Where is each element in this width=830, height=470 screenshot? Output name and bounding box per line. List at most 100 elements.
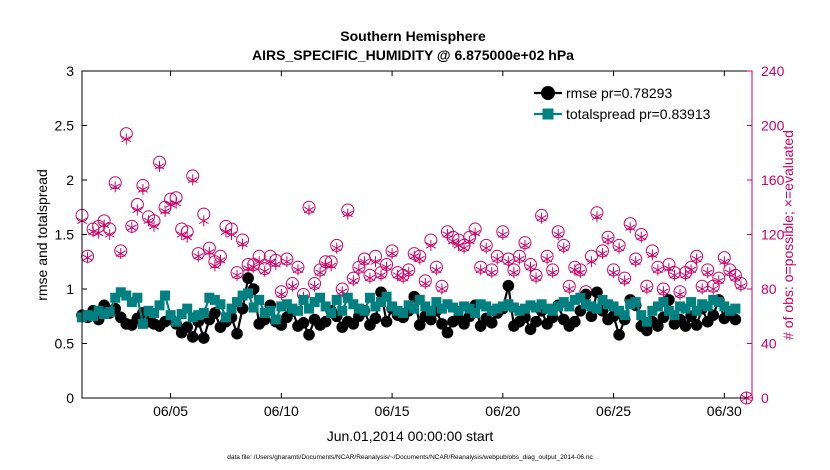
totalspread-point (187, 312, 198, 323)
evaluated-obs-stroke (597, 250, 608, 257)
totalspread-point (82, 310, 93, 321)
evaluated-obs-stroke (143, 217, 154, 225)
y-tick-label: 0 (66, 390, 74, 406)
evaluated-obs-point (359, 256, 370, 268)
evaluated-obs-point (93, 227, 104, 239)
totalspread-point (309, 297, 320, 308)
totalspread-point (497, 301, 508, 312)
evaluated-obs-point (331, 242, 342, 254)
evaluated-obs-point (193, 250, 204, 262)
y2-tick-label: 80 (761, 281, 777, 297)
totalspread-point (508, 302, 519, 313)
evaluated-obs-stroke (320, 261, 331, 268)
y-tick-label: 1.5 (55, 227, 75, 243)
totalspread-point (276, 301, 287, 312)
evaluated-obs-point (182, 231, 193, 243)
totalspread-point (503, 299, 514, 310)
evaluated-obs-stroke (88, 228, 99, 235)
rmse-point (425, 313, 437, 326)
evaluated-obs-point (652, 264, 663, 276)
totalspread-point (447, 302, 458, 313)
rmse-point (502, 279, 515, 292)
totalspread-point (387, 301, 398, 312)
evaluated-obs-stroke (292, 266, 303, 274)
evaluated-obs-point (398, 272, 409, 284)
y2-tick-label: 240 (761, 63, 785, 79)
evaluated-obs-stroke (171, 199, 182, 207)
evaluated-obs-stroke (387, 250, 398, 257)
evaluated-obs-point (281, 256, 292, 268)
totalspread-point (287, 303, 298, 314)
evaluated-obs-stroke (187, 176, 198, 184)
totalspread-point (470, 307, 481, 318)
evaluated-obs-point (148, 220, 159, 232)
totalspread-point (514, 305, 525, 316)
evaluated-obs-point (619, 275, 630, 287)
rmse-point (242, 272, 254, 284)
evaluated-obs-stroke (713, 277, 724, 285)
totalspread-point (93, 305, 104, 316)
evaluated-obs-stroke (652, 266, 663, 274)
evaluated-obs-stroke (220, 228, 231, 235)
totalspread-point (215, 299, 226, 310)
evaluated-obs-stroke (564, 285, 575, 293)
evaluated-obs-stroke (431, 266, 442, 274)
rmse-point (297, 316, 310, 329)
evaluated-obs-series (76, 133, 752, 404)
x-tick-label: 06/20 (485, 403, 520, 419)
evaluated-obs-stroke (381, 264, 392, 271)
y-tick-label: 2.5 (55, 118, 75, 134)
rmse-point (231, 327, 243, 340)
evaluated-obs-point (187, 174, 198, 186)
totalspread-point (364, 292, 375, 303)
evaluated-obs-point (292, 264, 303, 276)
evaluated-obs-stroke (647, 251, 658, 259)
chart-subtitle: AIRS_SPECIFIC_HUMIDITY @ 6.875000e+02 hP… (252, 47, 574, 63)
evaluated-obs-point (88, 226, 99, 238)
evaluated-obs-stroke (182, 234, 193, 241)
evaluated-obs-point (558, 242, 569, 254)
totalspread-point (115, 287, 126, 298)
totalspread-point (686, 297, 697, 308)
totalspread-point (669, 310, 680, 321)
evaluated-obs-stroke (625, 224, 636, 231)
evaluated-obs-stroke (160, 208, 171, 215)
totalspread-point (713, 297, 724, 308)
evaluated-obs-stroke (519, 242, 530, 249)
evaluated-obs-point (165, 199, 176, 211)
evaluated-obs-point (315, 267, 326, 279)
rmse-point (413, 319, 426, 331)
evaluated-obs-point (326, 260, 337, 272)
evaluated-obs-stroke (104, 231, 115, 238)
evaluated-obs-stroke (558, 244, 569, 252)
evaluated-obs-point (724, 267, 735, 279)
evaluated-obs-point (143, 215, 154, 227)
evaluated-obs-stroke (553, 231, 564, 238)
totalspread-point (586, 301, 597, 312)
evaluated-obs-stroke (586, 258, 597, 265)
totalspread-point (553, 301, 564, 312)
possible-obs-series (75, 127, 753, 405)
totalspread-point (442, 299, 453, 310)
evaluated-obs-stroke (132, 206, 143, 214)
totalspread-point (569, 294, 580, 305)
evaluated-obs-stroke (686, 266, 697, 274)
totalspread-point (464, 303, 475, 314)
evaluated-obs-stroke (165, 201, 176, 208)
totalspread-point (459, 301, 470, 312)
x-axis-label: Jun.01,2014 00:00:00 start (327, 428, 494, 444)
totalspread-point (220, 312, 231, 323)
evaluated-obs-stroke (663, 265, 674, 272)
evaluated-obs-point (425, 239, 436, 251)
evaluated-obs-point (304, 204, 315, 216)
evaluated-obs-stroke (708, 285, 719, 293)
evaluated-obs-point (636, 231, 647, 243)
totalspread-point (99, 309, 110, 320)
rmse-point (690, 319, 703, 331)
legend-box (532, 80, 738, 126)
rmse-point (436, 318, 448, 330)
evaluated-obs-point (564, 283, 575, 295)
totalspread-point (298, 294, 309, 305)
evaluated-obs-point (287, 280, 298, 292)
evaluated-obs-stroke (209, 262, 220, 270)
